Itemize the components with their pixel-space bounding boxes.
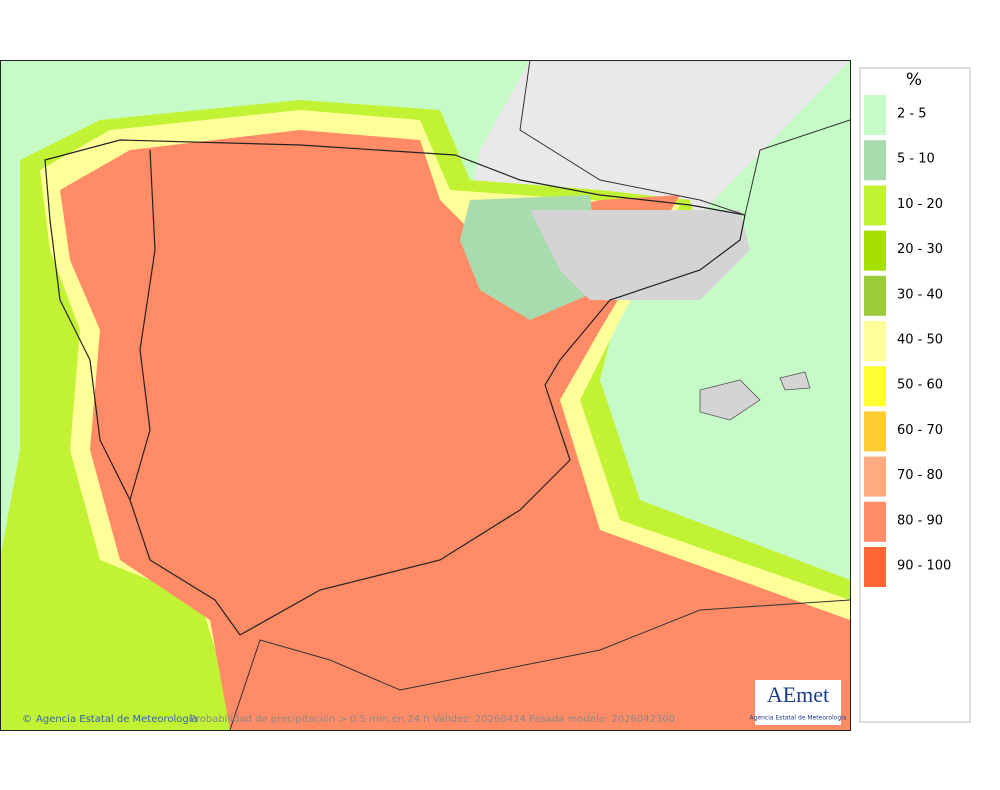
- legend-label: 60 - 70: [897, 423, 943, 438]
- legend-label: 10 - 20: [897, 197, 943, 212]
- logo-subtitle: Agencia Estatal de Meteorología: [750, 715, 847, 722]
- band-high: [60, 130, 850, 730]
- map-frame: [0, 60, 851, 731]
- legend-swatch: [864, 140, 886, 181]
- portugal-border: [129, 149, 156, 501]
- legend-label: 40 - 50: [897, 333, 943, 348]
- legend-label: 50 - 60: [897, 378, 943, 393]
- copyright-symbol: ©: [22, 714, 32, 725]
- legend-swatch: [864, 501, 886, 542]
- legend-swatch: [864, 321, 886, 361]
- map: © Agencia Estatal de Meteorología Probabi…: [0, 59, 851, 731]
- legend-swatch: [864, 95, 886, 135]
- legend-label: 70 - 80: [897, 468, 943, 483]
- legend-swatch: [864, 456, 886, 497]
- iberia-border: [44, 139, 746, 636]
- legend-swatch: [864, 411, 886, 452]
- balearic-islands: [699, 371, 811, 421]
- legend-swatch: [864, 230, 886, 271]
- legend-label: 90 - 100: [897, 559, 951, 574]
- legend-swatch: [864, 547, 886, 587]
- africa-coast: [229, 599, 851, 731]
- france-coast: [519, 59, 851, 216]
- credit: © Agencia Estatal de Meteorología: [22, 713, 198, 725]
- catalonia-dry: [530, 210, 750, 300]
- caption: Probabilidad de precipitación > 0.5 mm e…: [190, 713, 675, 725]
- legend-swatch: [864, 185, 886, 226]
- logo: AEmet: [767, 682, 829, 707]
- legend-label: 2 - 5: [897, 107, 927, 122]
- legend-label: 20 - 30: [897, 242, 943, 257]
- legend-swatch: [864, 275, 886, 316]
- legend-label: 80 - 90: [897, 513, 943, 528]
- legend-title: %: [906, 70, 922, 90]
- logo-box: [755, 680, 841, 725]
- legend-label: 30 - 40: [897, 287, 943, 302]
- legend-swatch: [864, 366, 886, 407]
- credit-text: Agencia Estatal de Meteorología: [36, 713, 198, 725]
- legend: % 2 - 5 5 - 10 10 - 20 20 - 30 30 - 40 40 - 5…: [859, 67, 971, 723]
- legend-label: 5 - 10: [897, 152, 935, 167]
